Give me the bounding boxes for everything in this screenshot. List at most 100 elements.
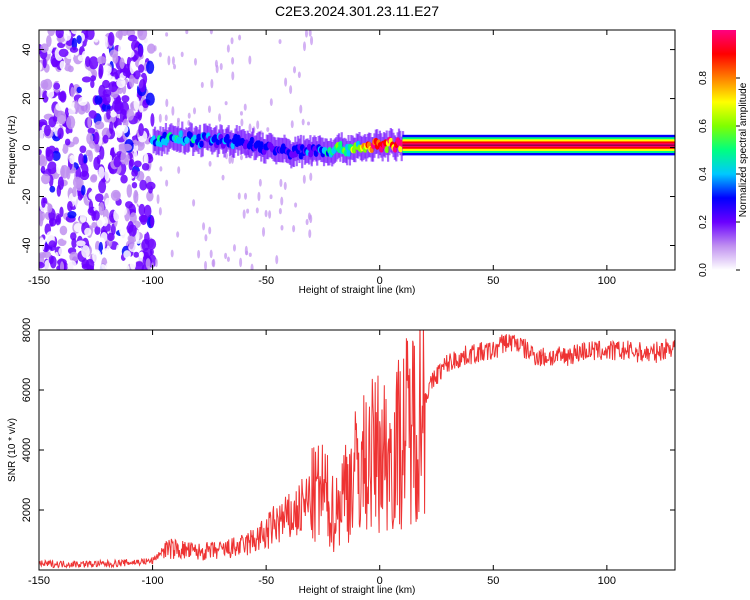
heatmap-noise-cell <box>102 93 111 106</box>
heatmap-speckle <box>269 194 273 200</box>
x-tick-label: 100 <box>598 275 616 287</box>
heatmap-noise-cell <box>93 131 100 145</box>
heatmap-noise-cell <box>77 121 85 130</box>
heatmap-noise-cell <box>57 110 67 125</box>
heatmap-noise-cell <box>71 238 77 249</box>
heatmap-noise-cell <box>47 203 53 213</box>
y-tick-label: 40 <box>21 43 33 55</box>
heatmap-noise-cell <box>69 46 79 53</box>
heatmap-speckle <box>231 57 235 65</box>
heatmap-noise-cell <box>76 240 86 247</box>
heatmap-speckle <box>248 123 252 133</box>
heatmap-speckle <box>238 34 242 41</box>
heatmap-noise-cell <box>137 45 144 58</box>
heatmap-noise-cell <box>46 89 55 99</box>
heatmap-noise-cell <box>58 48 69 58</box>
heatmap-noise-cell <box>49 255 57 269</box>
heatmap-noise-cell <box>129 259 137 270</box>
heatmap-speckle <box>209 30 213 35</box>
heatmap-noise-cell <box>66 166 71 180</box>
heatmap-speckle <box>307 121 311 126</box>
heatmap-noise-cell <box>42 57 47 69</box>
colorbar-gradient <box>712 30 736 270</box>
heatmap-noise-cell <box>107 31 115 46</box>
heatmap-noise-cell <box>138 251 144 259</box>
heatmap-speckle <box>156 194 160 205</box>
heatmap-noise-cell <box>82 154 88 164</box>
heatmap-speckle <box>304 30 308 38</box>
heatmap-noise-cell <box>133 70 141 80</box>
heatmap-noise-cell <box>48 240 57 252</box>
heatmap-noise-cell <box>51 150 61 162</box>
heatmap-noise-cell <box>39 86 42 99</box>
heatmap-speckle <box>309 214 313 224</box>
heatmap-noise-cell <box>91 221 97 229</box>
heatmap-noise-cell <box>127 34 138 42</box>
heatmap-noise-cell <box>94 95 103 105</box>
heatmap-noise-cell <box>81 245 90 258</box>
heatmap-ridge-cell <box>259 141 265 149</box>
heatmap-noise-cell <box>123 250 131 259</box>
heatmap-speckle <box>256 120 260 130</box>
heatmap-noise-cell <box>119 182 124 195</box>
heatmap-ridge-cell <box>199 140 205 148</box>
heatmap-speckle <box>158 207 162 216</box>
heatmap-speckle <box>278 207 282 215</box>
heatmap-noise-cell <box>131 181 138 189</box>
heatmap-noise-cell <box>120 30 129 37</box>
heatmap-speckle <box>292 225 296 233</box>
heatmap-noise-cell <box>86 39 93 49</box>
heatmap-noise-cell <box>94 225 101 235</box>
heatmap-noise-cell <box>90 174 98 181</box>
heatmap-speckle <box>258 178 262 187</box>
heatmap-ridge-cell <box>398 145 404 153</box>
heatmap-speckle <box>244 245 248 256</box>
heatmap-noise-cell <box>139 179 147 191</box>
heatmap-noise-cell <box>59 139 64 151</box>
heatmap-speckle <box>171 106 175 116</box>
heatmap-speckle <box>224 252 228 260</box>
heatmap-speckle <box>240 118 244 127</box>
heatmap-noise-cell <box>133 150 138 159</box>
heatmap-noise-cell <box>104 197 112 210</box>
heatmap-speckle <box>177 166 181 174</box>
heatmap-noise-cell <box>92 249 102 263</box>
colorbar-tick-label: 0.6 <box>698 119 709 133</box>
heatmap-noise-cell <box>102 216 109 227</box>
heatmap-speckle <box>278 39 282 45</box>
heatmap-panel: -150 -100 -50 0 50 100 -40 -20 0 20 40 Height of … <box>7 29 676 296</box>
heatmap-noise-cell <box>115 244 120 258</box>
heatmap-noise-cell <box>133 139 138 146</box>
heatmap-speckle <box>226 256 230 262</box>
heatmap-noise-cell <box>88 110 97 119</box>
heatmap-noise-cell <box>39 61 43 72</box>
heatmap-noise-cell <box>110 223 116 236</box>
heatmap-noise-cell <box>141 226 148 235</box>
heatmap-noise-cell <box>59 60 66 70</box>
heatmap-noise-cell <box>88 56 99 70</box>
heatmap-speckle <box>289 85 293 95</box>
heatmap-speckle <box>257 191 261 202</box>
figure-title: C2E3.2024.301.23.11.E27 <box>275 3 439 19</box>
heatmap-speckle <box>230 37 234 45</box>
heatmap-noise-cell <box>84 227 92 237</box>
heatmap-noise-cell <box>145 258 151 269</box>
x-tick-label: 0 <box>377 275 383 287</box>
heatmap-noise-cell <box>59 90 67 103</box>
heatmap-noise-cell <box>78 68 88 77</box>
heatmap-noise-cell <box>39 154 46 165</box>
heatmap-speckle <box>153 45 157 52</box>
heatmap-speckle <box>310 35 314 46</box>
heatmap-speckle <box>268 210 272 219</box>
heatmap-noise-cell <box>86 132 94 145</box>
heatmap-speckle <box>269 98 273 107</box>
heatmap-noise-cell <box>128 235 135 250</box>
y-tick-label: 0 <box>21 144 33 150</box>
heatmap-noise-cell <box>77 102 87 115</box>
heatmap-speckle <box>165 98 169 108</box>
heatmap-noise-cell <box>147 238 157 250</box>
heatmap-noise-cell <box>128 159 134 171</box>
heatmap-noise-cell <box>124 264 130 270</box>
heatmap-noise-cell <box>77 96 88 106</box>
heatmap-noise-cell <box>79 145 87 154</box>
